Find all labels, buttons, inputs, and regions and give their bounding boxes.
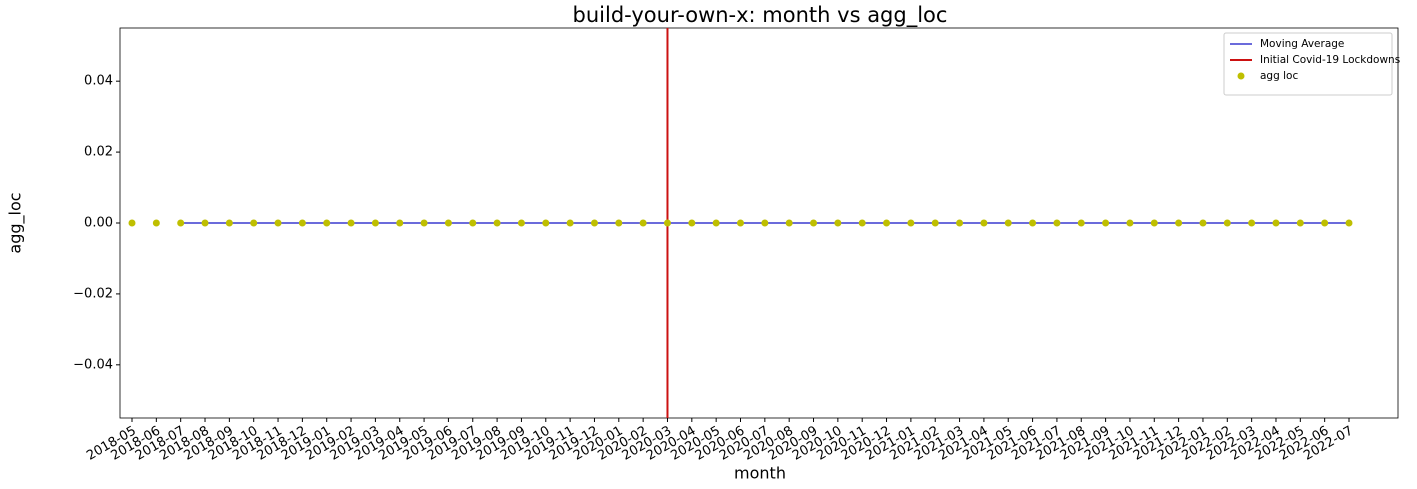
scatter-point [1199, 219, 1207, 227]
scatter-point [225, 219, 233, 227]
scatter-point [1053, 219, 1061, 227]
scatter-point [1248, 219, 1256, 227]
chart-title: build-your-own-x: month vs agg_loc [573, 3, 948, 28]
scatter-point [931, 219, 939, 227]
scatter-point [858, 219, 866, 227]
legend-label: Initial Covid-19 Lockdowns [1260, 54, 1400, 66]
scatter-point [907, 219, 915, 227]
legend-label: agg loc [1260, 70, 1298, 82]
scatter-point [834, 219, 842, 227]
x-axis-label: month [734, 464, 786, 483]
scatter-point [1029, 219, 1037, 227]
scatter-point [201, 219, 209, 227]
y-tick-label: 0.00 [84, 216, 113, 231]
legend-box [1223, 32, 1393, 96]
scatter-point [298, 219, 306, 227]
y-axis-label: agg_loc [6, 192, 26, 253]
y-tick-label: −0.02 [73, 286, 113, 301]
scatter-point [396, 219, 404, 227]
scatter-point [420, 219, 428, 227]
scatter-point [371, 219, 379, 227]
scatter-point [1345, 219, 1353, 227]
scatter-point [152, 219, 160, 227]
y-tick-label: −0.04 [73, 357, 113, 372]
scatter-point [542, 219, 550, 227]
scatter-point [615, 219, 623, 227]
scatter-point [883, 219, 891, 227]
scatter-point [1150, 219, 1158, 227]
scatter-point [785, 219, 793, 227]
scatter-point [980, 219, 988, 227]
scatter-point [250, 219, 258, 227]
scatter-point [517, 219, 525, 227]
scatter-point [1004, 219, 1012, 227]
scatter-point [566, 219, 574, 227]
legend-label: Moving Average [1260, 38, 1344, 50]
scatter-point [323, 219, 331, 227]
scatter-point [177, 219, 185, 227]
scatter-point [444, 219, 452, 227]
scatter-point [712, 219, 720, 227]
scatter-point [347, 219, 355, 227]
scatter-point [128, 219, 136, 227]
scatter-point [493, 219, 501, 227]
scatter-point [663, 219, 671, 227]
scatter-point [956, 219, 964, 227]
scatter-point [810, 219, 818, 227]
scatter-point [737, 219, 744, 227]
scatter-point [1296, 219, 1304, 227]
y-tick-label: 0.02 [84, 145, 113, 160]
scatter-point [274, 219, 282, 227]
scatter-point [1175, 219, 1183, 227]
scatter-point [1126, 219, 1134, 227]
scatter-point [1272, 219, 1280, 227]
scatter-point [1223, 219, 1231, 227]
scatter-point [688, 219, 696, 227]
scatter-point [469, 219, 477, 227]
legend-swatch [1237, 72, 1245, 80]
scatter-point [1102, 219, 1110, 227]
scatter-point [590, 219, 598, 227]
y-tick-label: 0.04 [84, 74, 113, 89]
scatter-point [761, 219, 769, 227]
legend: Moving Average Initial Covid-19 Lockdowns… [1223, 32, 1400, 96]
scatter-point [1077, 219, 1085, 227]
scatter-point [1321, 219, 1329, 227]
scatter-point [639, 219, 647, 227]
